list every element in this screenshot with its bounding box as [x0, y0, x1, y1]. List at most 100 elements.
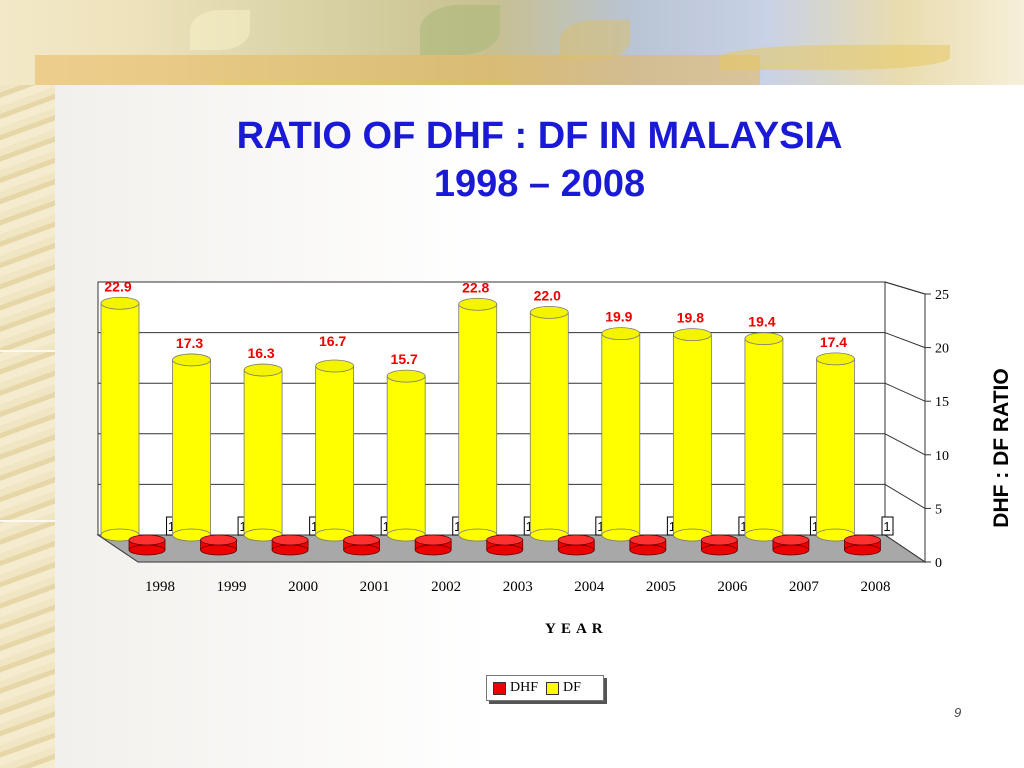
gridline-side — [884, 433, 926, 456]
legend-swatch-df — [546, 681, 560, 695]
df-bar — [243, 369, 283, 536]
dhf-bar-base — [486, 544, 524, 556]
dhf-value-label: 1 — [597, 519, 604, 534]
df-value-label: 19.9 — [605, 309, 632, 325]
dhf-bar-base — [700, 544, 738, 556]
dhf-value-label: 1 — [812, 519, 819, 534]
x-tick-label: 2000 — [288, 579, 318, 595]
df-bar — [744, 338, 784, 536]
x-tick-label: 2007 — [789, 579, 820, 595]
df-bar-base — [601, 528, 641, 542]
df-value-label: 22.0 — [534, 287, 561, 303]
y-tick-label: 10 — [935, 449, 949, 464]
dhf-value-label: 1 — [740, 519, 747, 534]
gridline-side — [884, 332, 926, 349]
df-bar — [672, 334, 712, 536]
dhf-value-label: 1 — [669, 519, 676, 534]
dhf-value-label: 1 — [383, 519, 390, 534]
dhf-bar-cap — [844, 534, 881, 546]
df-bar-cap — [529, 305, 569, 319]
dhf-value-label: 1 — [168, 519, 175, 534]
x-tick-label: 1999 — [217, 579, 247, 595]
df-bar-base — [816, 528, 855, 542]
df-bar — [315, 365, 355, 536]
title-line-1: RATIO OF DHF : DF IN MALAYSIA — [236, 115, 843, 157]
dhf-value-label: 1 — [454, 519, 461, 534]
df-value-label: 17.3 — [176, 335, 203, 351]
x-tick-label: 2004 — [574, 579, 605, 595]
df-bar — [816, 358, 855, 536]
dhf-bar-cap — [557, 534, 595, 546]
dhf-bar-cap — [700, 534, 738, 546]
y-axis-title: DHF : DF RATIO — [990, 368, 1013, 528]
dhf-bar-base — [271, 544, 309, 556]
df-bar-cap — [243, 363, 283, 377]
x-tick-label: 2003 — [503, 579, 533, 595]
dhf-label-box — [881, 516, 894, 536]
decorative-banner — [0, 0, 1024, 85]
df-bar-cap — [744, 332, 784, 346]
df-value-label: 15.7 — [391, 351, 418, 367]
df-bar — [100, 302, 140, 536]
df-bar-cap — [315, 359, 355, 373]
df-value-label: 16.3 — [247, 345, 274, 361]
df-bar — [601, 333, 641, 536]
df-bar-cap — [386, 369, 426, 383]
page-number: 9 — [954, 705, 962, 720]
x-tick-label: 2002 — [431, 579, 461, 595]
dhf-bar-cap — [128, 534, 166, 546]
dhf-value-label: 1 — [311, 519, 318, 534]
dhf-value-label: 1 — [526, 519, 533, 534]
df-bar-cap — [458, 297, 498, 311]
legend-swatch-dhf — [493, 681, 506, 695]
df-bar-cap — [172, 353, 211, 367]
dhf-bar-base — [343, 544, 381, 556]
dhf-bar-base — [200, 544, 237, 556]
y-tick-label: 15 — [935, 395, 949, 410]
dhf-bar-cap — [200, 534, 237, 546]
dhf-bar-base — [844, 544, 881, 556]
x-tick-label: 2001 — [360, 579, 390, 595]
dhf-bar-cap — [343, 534, 381, 546]
dhf-bar-cap — [772, 534, 810, 546]
df-bar — [529, 311, 569, 536]
df-bar-base — [458, 528, 498, 542]
dhf-bar-cap — [414, 534, 452, 546]
df-bar — [458, 303, 498, 536]
dhf-bar-cap — [629, 534, 667, 546]
y-tick-label: 20 — [935, 342, 949, 357]
df-value-label: 16.7 — [319, 333, 346, 349]
dhf-bar-cap — [486, 534, 524, 546]
legend-label-dhf: DHF — [510, 680, 539, 695]
df-bar-base — [172, 528, 211, 542]
df-bar-base — [243, 528, 283, 542]
df-bar — [172, 359, 211, 536]
dhf-bar-base — [629, 544, 667, 556]
gridline-side — [884, 281, 926, 295]
y-tick-label: 25 — [935, 288, 949, 303]
legend-label-df: DF — [563, 680, 581, 695]
dhf-bar-base — [128, 544, 166, 556]
slide-title: RATIO OF DHF : DF IN MALAYSIA 1998 – 200… — [55, 112, 1024, 208]
df-bar-cap — [816, 352, 855, 366]
gridline-side — [884, 483, 926, 509]
title-line-2: 1998 – 2008 — [433, 163, 646, 205]
x-tick-label: 2005 — [646, 579, 676, 595]
dhf-bar-base — [557, 544, 595, 556]
x-axis-title: Y E A R — [545, 621, 604, 637]
df-value-label: 17.4 — [820, 334, 847, 350]
df-value-label: 19.8 — [677, 310, 704, 326]
df-bar-cap — [672, 328, 712, 342]
y-tick-label: 0 — [935, 556, 942, 571]
df-value-label: 19.4 — [748, 314, 775, 330]
df-bar-base — [315, 528, 355, 542]
df-bar-base — [100, 528, 140, 542]
df-bar-cap — [100, 296, 140, 310]
dhf-bar-cap — [271, 534, 309, 546]
df-value-label: 22.8 — [462, 279, 489, 295]
dhf-bar-base — [414, 544, 452, 556]
df-bar-base — [386, 528, 426, 542]
x-tick-label: 2008 — [860, 579, 890, 595]
dhf-bar-base — [772, 544, 810, 556]
